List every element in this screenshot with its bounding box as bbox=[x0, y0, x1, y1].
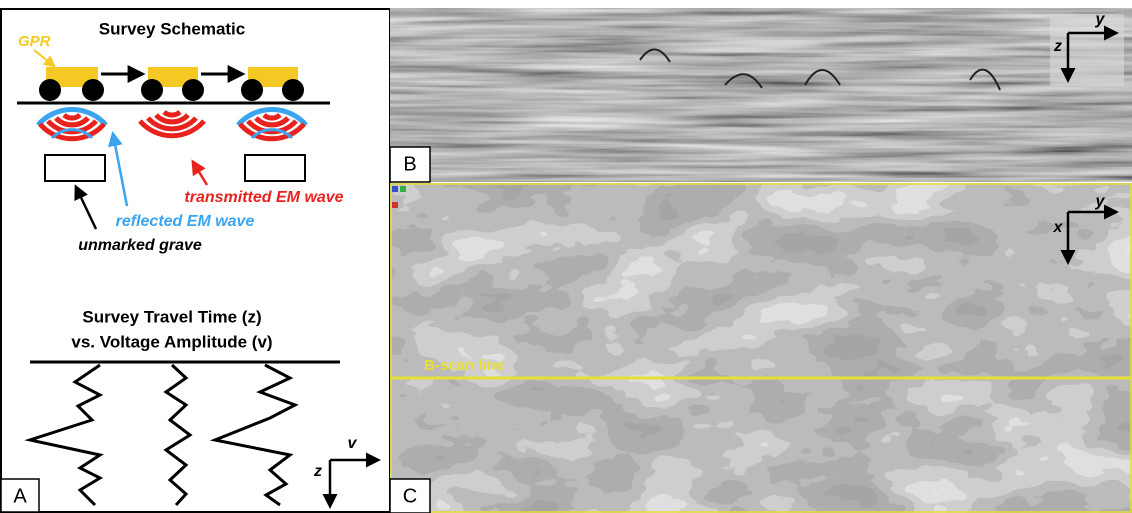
shape bbox=[82, 79, 104, 101]
c-scan-image bbox=[390, 183, 1132, 513]
grave bbox=[45, 155, 105, 181]
shape bbox=[400, 186, 406, 192]
shape bbox=[241, 79, 263, 101]
axis-label: x bbox=[1053, 219, 1064, 236]
shape bbox=[141, 79, 163, 101]
panel-label: C bbox=[403, 485, 417, 507]
axis-label: z bbox=[313, 463, 322, 480]
figure: Survey Schematic GPR bbox=[0, 0, 1132, 513]
body: Survey Schematic GPR bbox=[0, 0, 1132, 513]
shape bbox=[392, 186, 398, 192]
axis-label: v bbox=[348, 435, 358, 452]
plot-title: Survey Travel Time (z) bbox=[82, 307, 261, 326]
shape bbox=[39, 79, 61, 101]
gpr-label: GPR bbox=[18, 33, 51, 50]
axis-label: z bbox=[1053, 38, 1062, 55]
transmitted-label: transmitted EM wave bbox=[184, 189, 343, 206]
page: GPR Survey Figure {"panel_a": {"label": … bbox=[0, 0, 1132, 513]
axis-label: y bbox=[1095, 11, 1106, 28]
shape bbox=[282, 79, 304, 101]
shape bbox=[182, 79, 204, 101]
reflected-label: reflected EM wave bbox=[116, 213, 255, 230]
panel-c: B-scan line y x C bbox=[390, 183, 1132, 513]
b-scan-image bbox=[390, 8, 1132, 182]
panel-b: B y z bbox=[390, 8, 1132, 182]
grave-label: unmarked grave bbox=[78, 237, 202, 254]
axis-label: y bbox=[1095, 193, 1106, 210]
panel-label: A bbox=[13, 485, 27, 507]
panel-label: B bbox=[403, 153, 416, 175]
shape bbox=[392, 202, 398, 208]
grave bbox=[245, 155, 305, 181]
schematic-title: Survey Schematic bbox=[99, 19, 245, 38]
b-scan-line-label: B-scan line bbox=[424, 357, 504, 374]
panel-a: Survey Schematic GPR bbox=[1, 9, 390, 512]
plot-title: vs. Voltage Amplitude (v) bbox=[71, 332, 272, 351]
